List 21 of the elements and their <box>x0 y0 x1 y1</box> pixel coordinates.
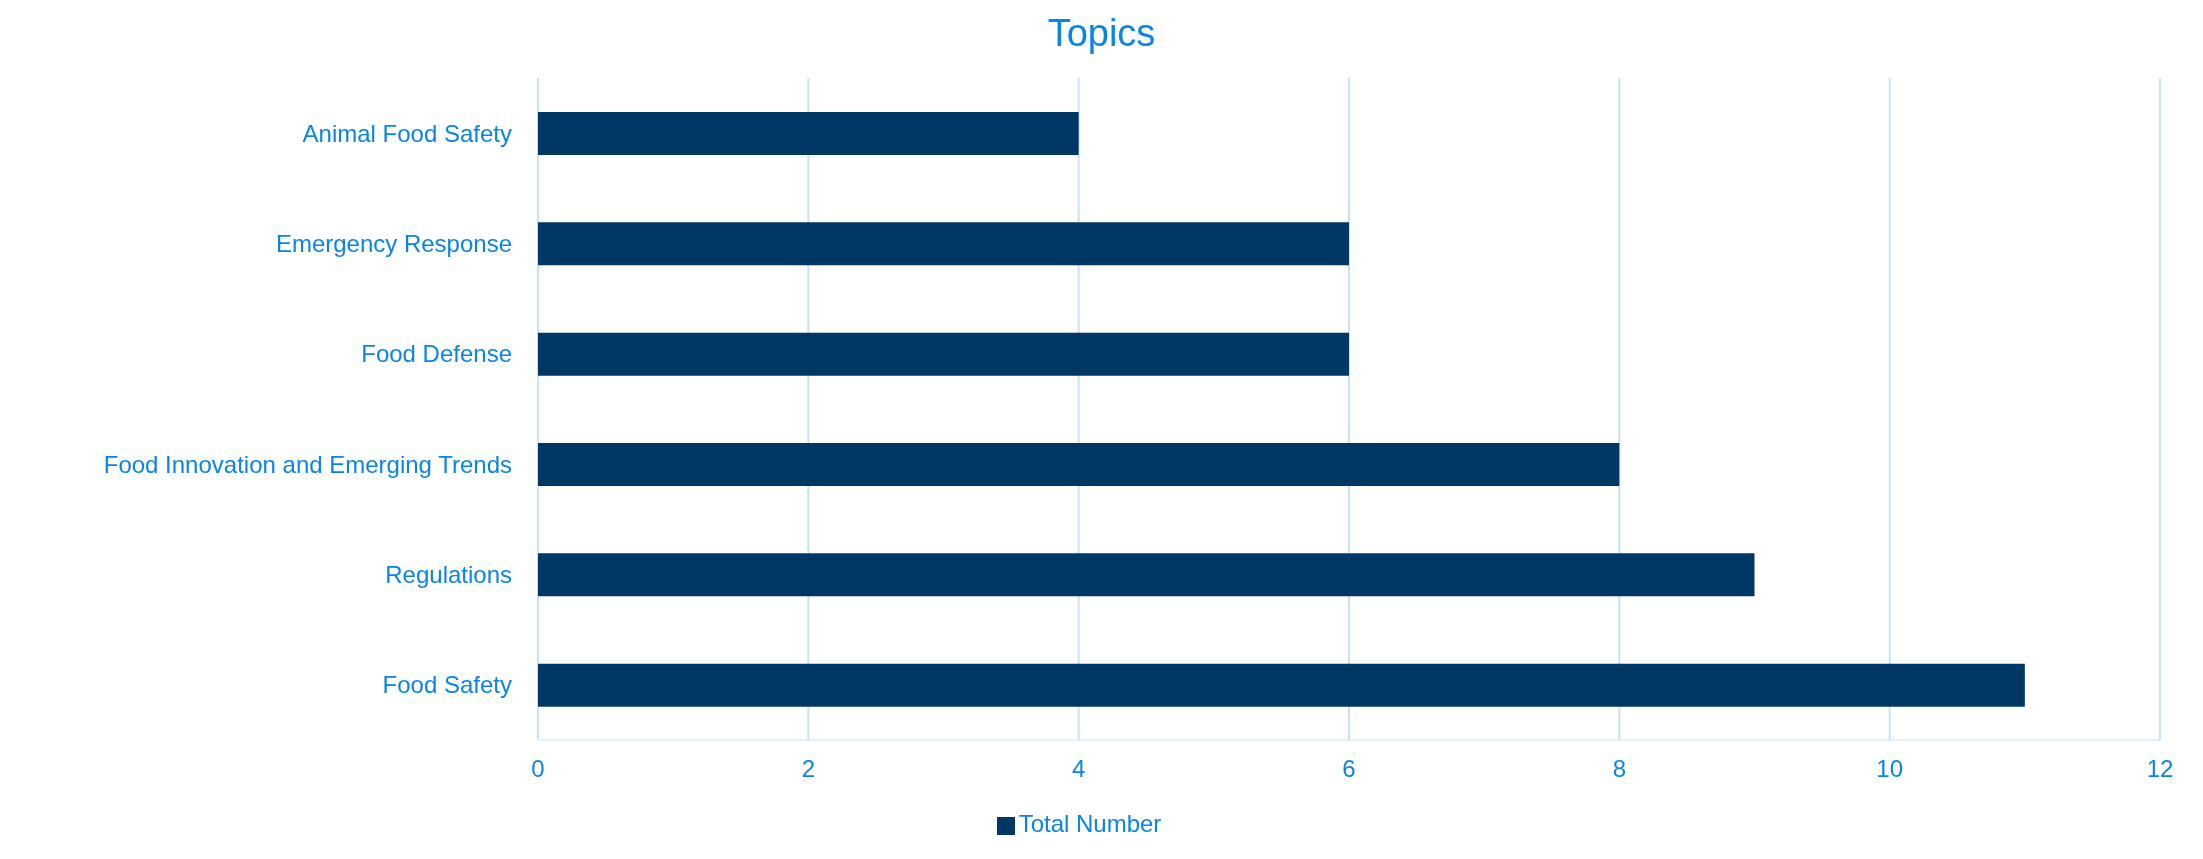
y-tick-label: Regulations <box>385 561 512 589</box>
chart-title: Topics <box>1046 11 1157 56</box>
bar <box>538 553 1755 597</box>
x-tick-label: 6 <box>1342 755 1356 783</box>
y-tick-label: Emergency Response <box>275 230 512 258</box>
bar <box>538 332 1349 376</box>
bar <box>538 112 1079 155</box>
y-tick-label: Food Safety <box>382 671 512 699</box>
x-tick-label: 2 <box>801 755 816 783</box>
x-tick-label: 4 <box>1071 755 1086 783</box>
bar <box>538 222 1349 266</box>
x-tick-label: 8 <box>1612 755 1627 783</box>
bar <box>538 663 2025 707</box>
x-tick-label: 12 <box>2146 755 2174 783</box>
x-tick-label: 10 <box>1876 755 1904 783</box>
bar <box>538 443 1620 486</box>
legend-label: Total Number <box>1018 810 1162 837</box>
y-tick-label: Animal Food Safety <box>302 119 512 147</box>
y-tick-label: Food Defense <box>361 340 512 368</box>
x-tick-label: 0 <box>531 755 545 783</box>
y-tick-label: Food Innovation and Emerging Trends <box>103 450 512 478</box>
